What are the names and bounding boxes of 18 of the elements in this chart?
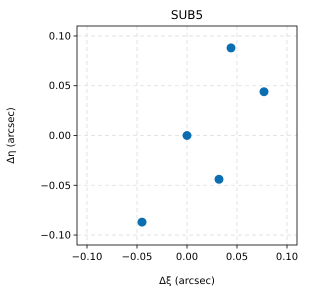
y-tick-label: 0.05 (48, 81, 71, 92)
x-tick-label: 0.10 (276, 252, 298, 263)
y-tick-label: −0.05 (40, 180, 71, 192)
y-axis-title: Δη (arcsec) (6, 107, 17, 164)
point (214, 174, 224, 184)
y-tick-label: 0.10 (48, 31, 71, 42)
x-tick-label: −0.10 (72, 252, 102, 263)
y-tick-label: −0.10 (40, 230, 71, 242)
x-tick-label: 0.00 (176, 252, 198, 263)
y-tick-label: 0.00 (48, 131, 71, 142)
point (138, 218, 146, 227)
point (226, 43, 236, 52)
x-tick-label: −0.05 (122, 252, 152, 263)
chart-title: SUB5 (170, 8, 204, 22)
x-axis-title: Δξ (arcsec) (159, 276, 215, 287)
point (182, 131, 192, 140)
point (260, 87, 268, 96)
x-tick-label: 0.05 (226, 252, 248, 263)
